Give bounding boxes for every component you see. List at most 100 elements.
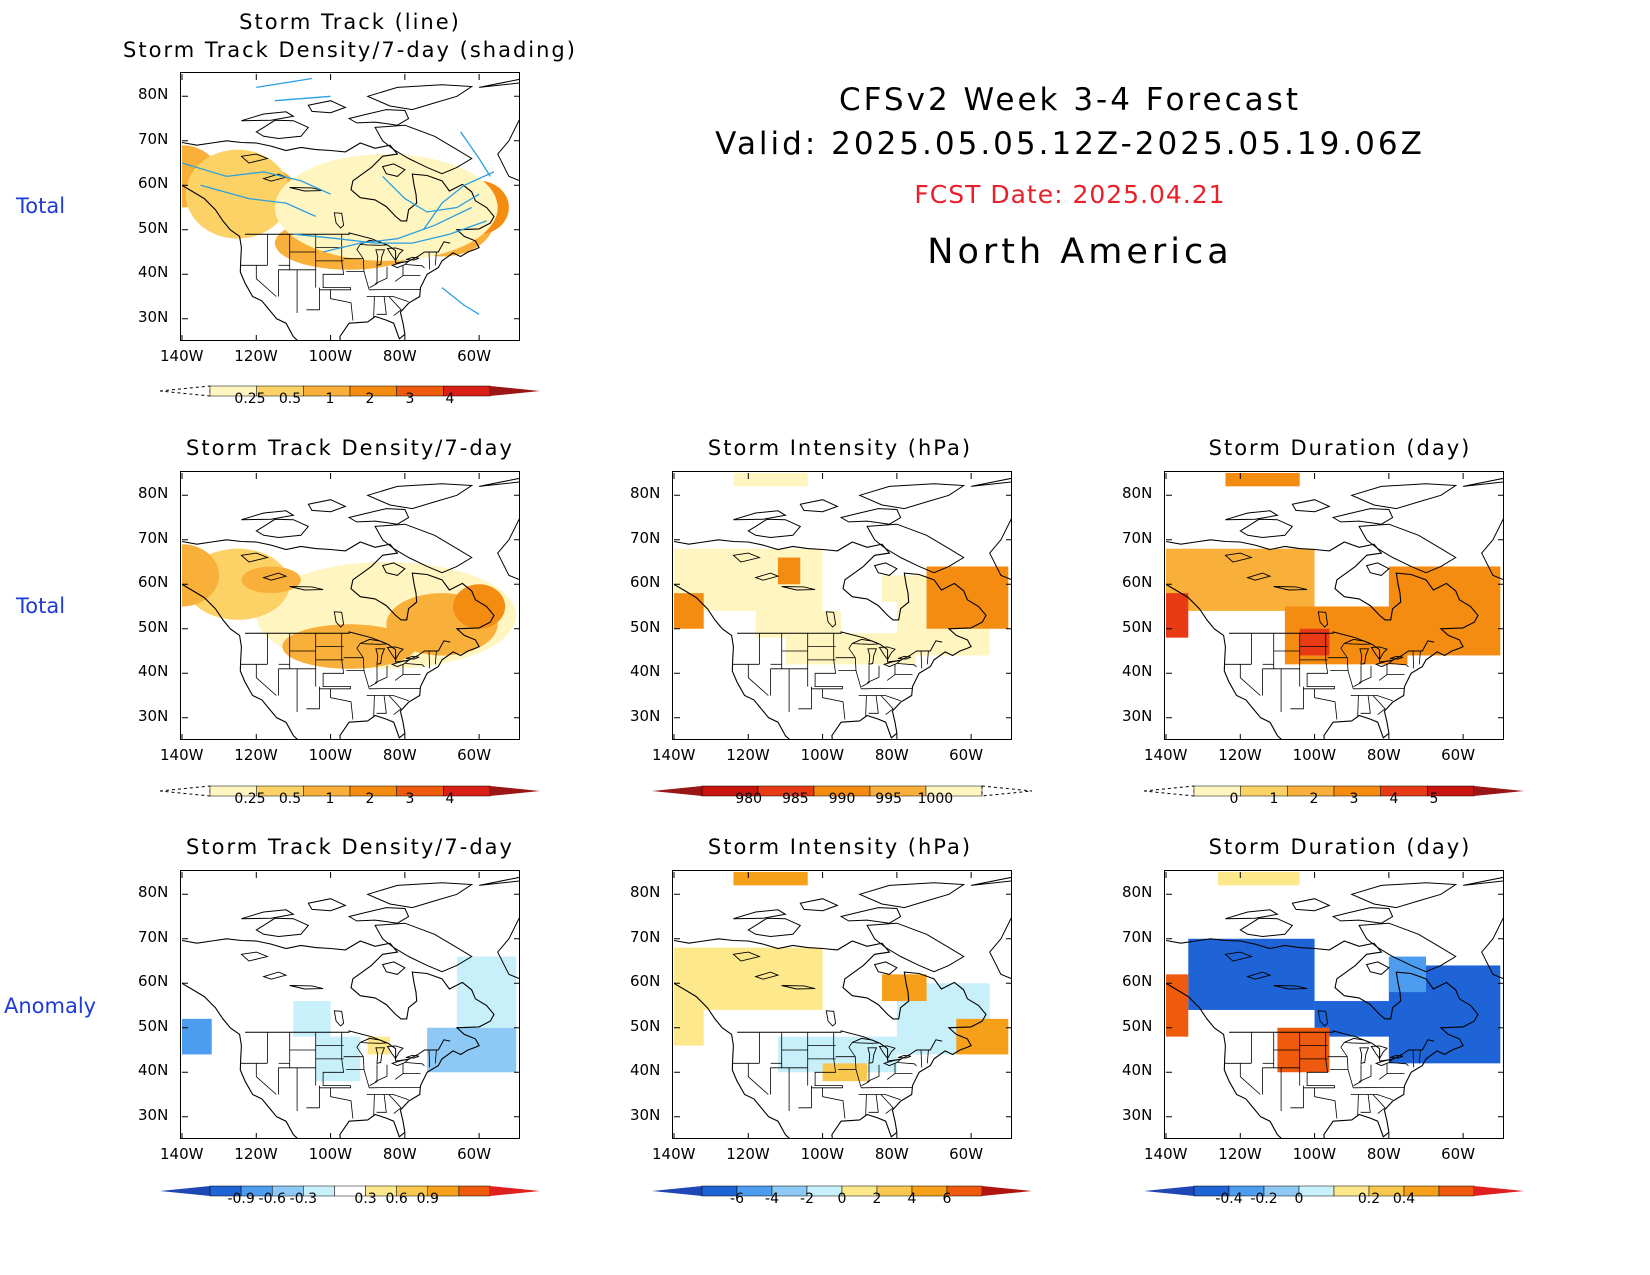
map-svg xyxy=(181,473,519,739)
lake-outline xyxy=(781,586,816,591)
colorbar-label: 0.25 xyxy=(234,391,266,407)
island-outline xyxy=(1239,518,1294,539)
state-border xyxy=(1239,664,1261,696)
state-border xyxy=(1360,1094,1371,1113)
map-frame xyxy=(180,870,520,1139)
state-border xyxy=(1418,650,1421,665)
lake-outline xyxy=(882,1058,903,1067)
colorbar-label: 0 xyxy=(1229,791,1239,807)
island-outline xyxy=(347,109,410,126)
colorbar-label: -4 xyxy=(765,1191,779,1207)
lake-outline xyxy=(1224,552,1253,563)
colorbar-label: 1 xyxy=(325,391,335,407)
lake-outline xyxy=(1359,1047,1370,1064)
state-border xyxy=(330,1087,354,1119)
figure-title: CFSv2 Week 3-4 Forecast xyxy=(839,82,1301,118)
colorbar-label: -0.4 xyxy=(1215,1191,1243,1207)
lake-outline xyxy=(386,1045,404,1060)
us-canada-border xyxy=(737,1030,943,1062)
lon-tick-label: 60W xyxy=(1441,746,1476,764)
lon-tick-label: 120W xyxy=(726,1145,770,1163)
colorbar-segment xyxy=(458,1185,491,1197)
colorbar xyxy=(1144,1185,1524,1197)
island-outline xyxy=(858,882,966,909)
colorbar xyxy=(160,385,540,397)
lat-tick-label: 60N xyxy=(138,573,169,592)
lake-outline xyxy=(825,1010,837,1027)
island-outline xyxy=(839,907,902,924)
colorbar-label: 3 xyxy=(405,391,415,407)
state-border xyxy=(376,1094,387,1113)
lake-outline xyxy=(1246,971,1272,980)
map-svg xyxy=(181,74,519,340)
row-label-anomaly: Anomaly xyxy=(4,994,97,1018)
lat-tick-label: 80N xyxy=(1122,883,1153,902)
colorbar-label: 4 xyxy=(1389,791,1399,807)
lon-tick-label: 80W xyxy=(1366,1145,1401,1163)
lon-tick-label: 120W xyxy=(1218,1145,1262,1163)
colorbar-container xyxy=(1144,1185,1524,1197)
state-border xyxy=(405,663,425,668)
state-border xyxy=(861,1064,870,1086)
panel-title-density-anom: Storm Track Density/7-day xyxy=(186,835,514,859)
colorbar-container xyxy=(652,1185,1032,1197)
island-outline xyxy=(255,917,310,938)
lake-outline xyxy=(781,985,816,990)
lake-outline xyxy=(1224,951,1253,962)
state-border xyxy=(1290,686,1304,710)
map-svg xyxy=(673,872,1011,1138)
lat-tick-label: 60N xyxy=(1122,573,1153,592)
coastline xyxy=(1166,938,1479,1138)
island-outline xyxy=(858,483,966,510)
state-border xyxy=(1314,688,1338,720)
colorbar-container xyxy=(1144,785,1524,797)
state-border xyxy=(434,1049,437,1064)
island-outline xyxy=(1225,510,1279,521)
state-border xyxy=(1418,1049,1421,1064)
us-canada-border xyxy=(245,631,451,663)
state-border xyxy=(428,251,431,270)
state-border xyxy=(373,695,375,717)
state-border xyxy=(848,1042,862,1088)
lat-tick-label: 40N xyxy=(1122,1061,1153,1080)
coastline xyxy=(1166,539,1479,739)
colorbar-label: 6 xyxy=(942,1191,952,1207)
colorbar-label: -6 xyxy=(730,1191,744,1207)
state-border xyxy=(858,695,901,702)
lat-tick-label: 30N xyxy=(1122,706,1153,725)
island-outline xyxy=(1350,483,1458,510)
panel-title-track-shading: Storm Track Density/7-day (shading) xyxy=(123,38,577,62)
lake-outline xyxy=(878,1045,896,1060)
grid-cell xyxy=(1388,566,1501,656)
island-outline xyxy=(374,523,473,574)
state-border xyxy=(428,1049,431,1068)
lon-tick-label: 120W xyxy=(234,347,278,365)
lat-tick-label: 30N xyxy=(138,307,169,326)
grid-cell xyxy=(956,1018,1009,1055)
coastline xyxy=(674,938,987,1138)
us-canada-border xyxy=(1229,1030,1435,1062)
state-border xyxy=(880,695,894,715)
grid-cell xyxy=(1218,872,1300,886)
row-label-total-1: Total xyxy=(16,194,66,218)
lon-tick-label: 120W xyxy=(726,746,770,764)
lake-outline xyxy=(240,153,269,164)
lon-tick-label: 140W xyxy=(1144,746,1188,764)
colorbar xyxy=(160,1185,540,1197)
colorbar-label: 990 xyxy=(828,791,856,807)
colorbar-container xyxy=(160,385,540,397)
island-outline xyxy=(1463,477,1503,580)
state-border xyxy=(897,1062,917,1067)
density-shading xyxy=(453,584,506,629)
lat-tick-label: 50N xyxy=(1122,617,1153,636)
island-outline xyxy=(747,917,802,938)
lake-outline xyxy=(1359,648,1370,665)
lake-outline xyxy=(262,971,288,980)
lat-tick-label: 70N xyxy=(630,927,661,946)
lake-outline xyxy=(754,971,780,980)
state-border xyxy=(405,1062,425,1067)
lake-outline xyxy=(825,611,837,628)
lat-tick-label: 70N xyxy=(1122,927,1153,946)
lat-tick-label: 60N xyxy=(630,972,661,991)
coastline xyxy=(182,140,495,340)
